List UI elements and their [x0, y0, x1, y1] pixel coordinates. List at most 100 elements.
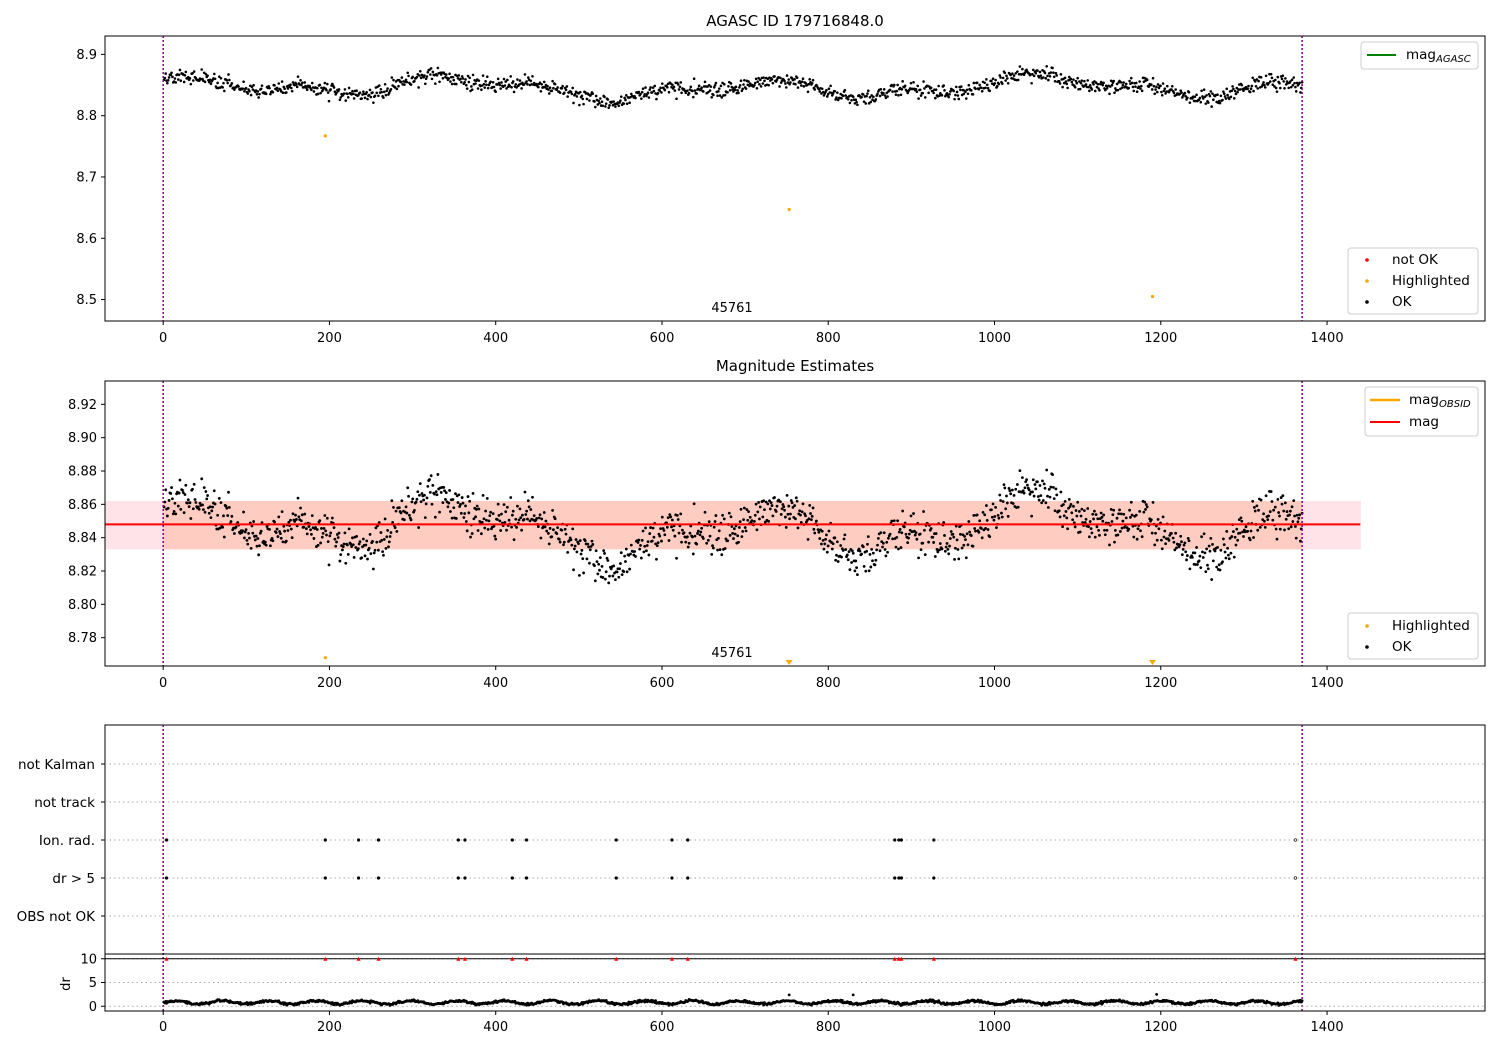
ok-point — [1006, 82, 1010, 85]
ok-point — [902, 525, 906, 529]
ok-point — [642, 95, 646, 98]
ok-point — [1038, 484, 1042, 487]
ok-point — [1200, 535, 1204, 539]
ok-point — [271, 90, 275, 94]
ok-point — [619, 562, 622, 565]
ok-point — [314, 526, 318, 529]
ok-point — [386, 87, 389, 90]
ok-point — [1256, 87, 1260, 90]
ok-point — [812, 527, 816, 531]
ok-point — [1067, 497, 1071, 501]
ok-point — [1052, 71, 1055, 74]
ok-point — [403, 83, 406, 86]
ok-point — [489, 510, 493, 514]
ok-point — [454, 492, 457, 496]
ok-point — [943, 549, 947, 553]
ok-point — [248, 89, 251, 93]
ok-point — [652, 89, 656, 93]
ok-point — [258, 92, 261, 96]
ok-point — [316, 92, 320, 96]
ok-point — [310, 532, 313, 536]
ok-point — [822, 547, 826, 551]
ok-point — [444, 498, 447, 501]
ok-point — [294, 518, 298, 521]
x-tick-label: 1400 — [1311, 676, 1344, 691]
ok-point — [686, 89, 689, 93]
dr-flag-marker — [892, 956, 897, 961]
ok-point — [825, 550, 829, 554]
ok-point — [454, 82, 458, 86]
ok-point — [743, 78, 746, 82]
ok-point — [250, 85, 254, 89]
ok-point — [747, 510, 750, 514]
ok-point — [1221, 560, 1224, 564]
ok-point — [623, 554, 627, 558]
ok-point — [1012, 494, 1016, 497]
ok-point — [519, 516, 523, 520]
ok-point — [964, 538, 967, 542]
ok-point — [840, 96, 843, 100]
ok-point — [1173, 548, 1177, 552]
ok-point — [713, 520, 717, 523]
ok-point — [1130, 513, 1134, 517]
ok-point — [1276, 497, 1280, 501]
ok-point — [529, 79, 533, 83]
ok-point — [900, 88, 904, 91]
ok-point — [390, 76, 394, 79]
ok-point — [964, 556, 968, 560]
ok-point — [798, 509, 802, 513]
x-tick-label: 200 — [317, 1020, 342, 1035]
ok-point — [395, 87, 399, 91]
ok-point — [377, 84, 381, 87]
dr-point — [368, 1001, 372, 1005]
ok-point — [1299, 91, 1302, 94]
ok-point — [1296, 520, 1300, 524]
ok-point — [470, 88, 474, 91]
ok-point — [209, 516, 213, 520]
ok-point — [1036, 495, 1040, 498]
ok-point — [358, 540, 362, 544]
ok-point — [1066, 86, 1069, 90]
ok-point — [434, 490, 438, 494]
ok-point — [555, 88, 559, 91]
ok-point — [692, 77, 696, 80]
ok-point — [227, 73, 230, 76]
ok-point — [338, 98, 342, 102]
ok-point — [1089, 527, 1093, 531]
ok-point — [428, 478, 431, 481]
ok-point — [843, 88, 847, 92]
ok-point — [640, 538, 644, 542]
ok-point — [282, 524, 286, 528]
ok-point — [599, 97, 602, 100]
ok-point — [956, 548, 960, 551]
ok-point — [435, 74, 439, 77]
ok-point — [303, 512, 307, 516]
ok-point — [1109, 508, 1113, 511]
ok-point — [1193, 95, 1197, 99]
ok-point — [205, 497, 209, 501]
ok-point — [1115, 516, 1119, 520]
ok-point — [1124, 82, 1128, 86]
ok-point — [971, 93, 975, 96]
ok-point — [794, 517, 797, 521]
ok-point — [959, 85, 963, 88]
ok-point — [1248, 90, 1252, 94]
ok-point — [1263, 83, 1266, 87]
ok-point — [809, 512, 812, 515]
ok-point — [948, 92, 951, 96]
ok-point — [575, 550, 579, 554]
ok-point — [922, 510, 925, 513]
ok-point — [796, 86, 800, 89]
ok-point — [514, 517, 518, 521]
ok-point — [682, 531, 686, 535]
ok-point — [897, 530, 901, 534]
ok-point — [202, 486, 206, 490]
ok-point — [1021, 67, 1024, 71]
ok-point — [562, 540, 566, 544]
ok-point — [295, 85, 299, 89]
ok-point — [415, 75, 419, 79]
ok-point — [655, 97, 658, 101]
ok-point — [855, 566, 858, 569]
ok-point — [1016, 505, 1020, 509]
ok-point — [771, 514, 775, 518]
